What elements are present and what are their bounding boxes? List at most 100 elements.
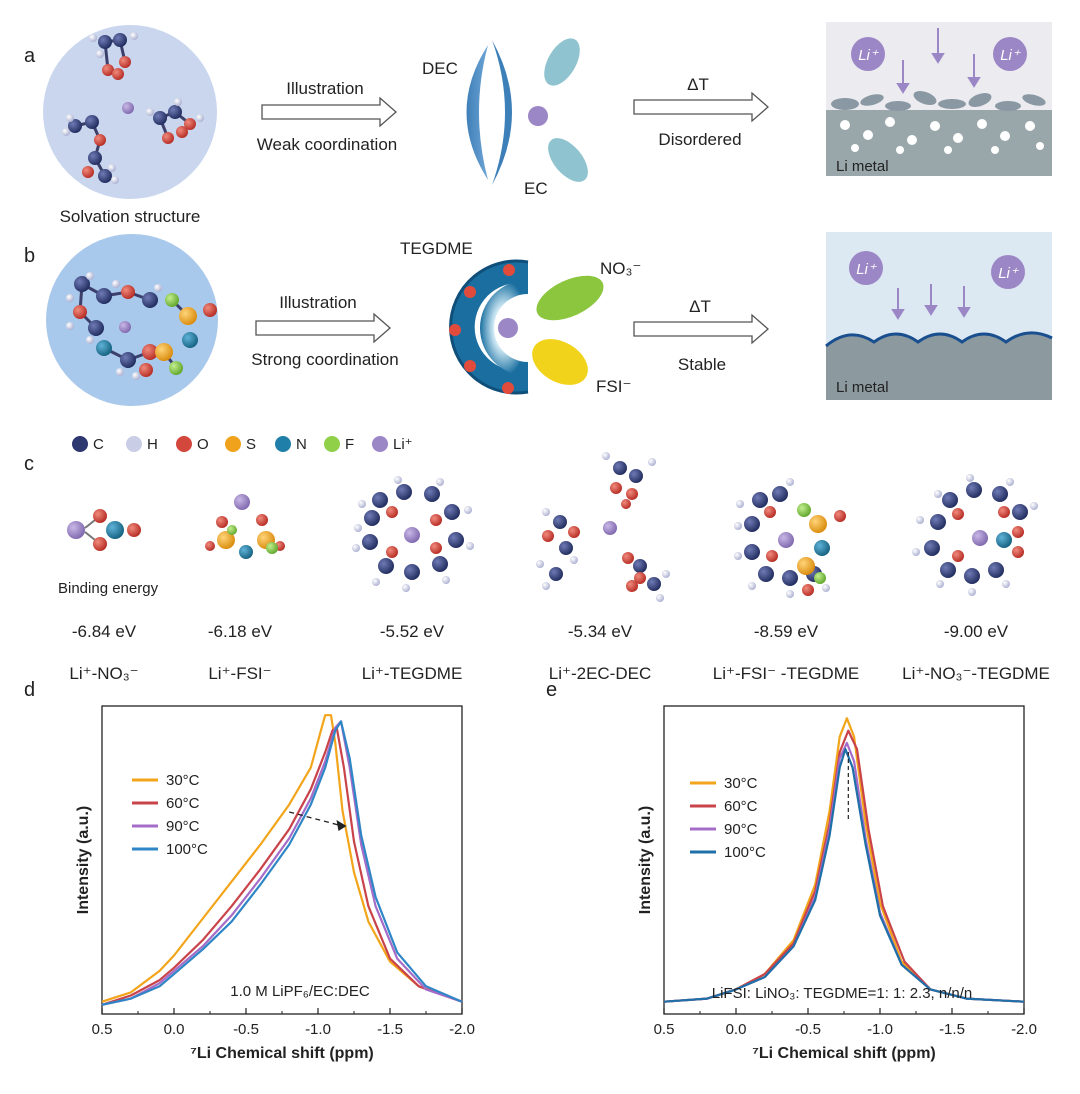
stable-label: Stable	[678, 355, 726, 374]
legend-atom-label-3: S	[246, 436, 256, 453]
fsi-label: FSI⁻	[596, 377, 631, 396]
arrow-a1-top-label: Illustration	[286, 79, 363, 98]
legend-label-3: 100°C	[166, 841, 208, 858]
complex-name-5: Li⁺-NO₃⁻-TEGDME	[902, 664, 1050, 683]
arrow-a1	[261, 96, 397, 128]
chart-d: 0.5 0.0 -0.5 -1.0 -1.5 -2.0 ⁷Li Chemical shift…	[75, 705, 475, 1062]
li-metal-label-a: Li metal	[836, 158, 889, 175]
series-line-3	[101, 720, 463, 1006]
x-tick-label: -0.5	[795, 1021, 821, 1038]
x-axis-title: ⁷Li Chemical shift (ppm)	[752, 1045, 936, 1062]
li-metal-label-b: Li metal	[836, 379, 889, 396]
delta-t-b: ΔT	[689, 297, 711, 316]
complex-name-0: Li⁺-NO₃⁻	[69, 664, 138, 683]
legend-atom-dot-0	[72, 436, 88, 452]
arrow-b2	[633, 313, 769, 345]
plot-frame	[101, 705, 463, 1015]
cluster-li-no3-tegdme	[912, 474, 1038, 596]
legend-atom-label-4: N	[296, 436, 307, 453]
series-line-1	[101, 726, 463, 1006]
series-line-2	[663, 741, 1025, 1003]
panel-label-e: e	[546, 679, 557, 701]
legend-atom-label-6: Li⁺	[393, 436, 413, 453]
binding-energy-value-5: -9.00 eV	[944, 622, 1009, 641]
legend-atom-dot-2	[176, 436, 192, 452]
complex-name-1: Li⁺-FSI⁻	[208, 664, 271, 683]
legend-label-1: 60°C	[166, 795, 200, 812]
x-tick-label: -2.0	[449, 1021, 475, 1038]
ec-label: EC	[524, 179, 548, 198]
shift-arrow	[289, 811, 343, 827]
x-tick-label: 0.5	[654, 1021, 675, 1038]
legend-atom-label-0: C	[93, 436, 104, 453]
li-ion-b-left: Li⁺	[856, 261, 877, 278]
x-tick-label: 0.0	[726, 1021, 747, 1038]
legend-atom-dot-4	[275, 436, 291, 452]
x-tick-label: -2.0	[1011, 1021, 1037, 1038]
legend-atom-dot-3	[225, 436, 241, 452]
legend-label-2: 90°C	[166, 818, 200, 835]
x-tick-label: -1.0	[305, 1021, 331, 1038]
legend-label-1: 60°C	[724, 798, 758, 815]
arrow-b1	[255, 312, 391, 344]
li-ion-a-right: Li⁺	[1000, 47, 1021, 64]
chart-annotation: 1.0 M LiPF₆/EC:DEC	[230, 983, 370, 1000]
legend-label-0: 30°C	[724, 775, 758, 792]
cluster-li-fsi-tegdme	[734, 478, 846, 598]
binding-energy-value-2: -5.52 eV	[380, 622, 445, 641]
legend-atom-dot-5	[324, 436, 340, 452]
arrow-a2	[633, 91, 769, 123]
x-tick-label: -1.5	[377, 1021, 403, 1038]
panel-label-c: c	[24, 453, 34, 475]
no3-label: NO₃⁻	[600, 259, 641, 278]
solvation-sphere-b	[46, 234, 218, 406]
solvation-caption: Solvation structure	[60, 207, 201, 226]
li-metal-disordered-scene	[826, 22, 1052, 176]
panel-label-b: b	[24, 245, 35, 267]
delta-t-a: ΔT	[687, 75, 709, 94]
binding-energy-value-0: -6.84 eV	[72, 622, 137, 641]
legend-atom-label-2: O	[197, 436, 209, 453]
binding-energy-value-3: -5.34 eV	[568, 622, 633, 641]
series-line-1	[663, 729, 1025, 1003]
li-metal-stable-scene	[825, 232, 1053, 400]
arrow-a1-bottom-label: Weak coordination	[257, 135, 398, 154]
chart-e: 0.5 0.0 -0.5 -1.0 -1.5 -2.0 ⁷Li Chemical shift…	[637, 705, 1037, 1062]
y-axis-title: Intensity (a.u.)	[637, 806, 654, 914]
complex-name-3: Li⁺-2EC-DEC	[549, 664, 652, 683]
complex-name-2: Li⁺-TEGDME	[362, 664, 463, 683]
arrow-b1-top-label: Illustration	[279, 293, 356, 312]
cluster-li-tegdme	[352, 476, 474, 592]
binding-energy-label: Binding energy	[58, 580, 159, 597]
cluster-li-fsi	[205, 494, 285, 559]
series-line-0	[663, 717, 1025, 1003]
binding-energy-value-4: -8.59 eV	[754, 622, 819, 641]
legend-atom-dot-6	[372, 436, 388, 452]
atom-legend: C H O S N F Li⁺	[72, 436, 413, 453]
arrow-b1-bottom-label: Strong coordination	[251, 350, 398, 369]
tegdme-label: TEGDME	[400, 239, 473, 258]
cluster-li-2ec-dec	[536, 452, 670, 602]
x-tick-label: -0.5	[233, 1021, 259, 1038]
legend-label-3: 100°C	[724, 844, 766, 861]
complex-name-4: Li⁺-FSI⁻ -TEGDME	[713, 664, 859, 683]
weak-coordination-illustration	[466, 38, 588, 185]
binding-energy-value-1: -6.18 eV	[208, 622, 273, 641]
series-line-0	[101, 714, 463, 1003]
legend-atom-label-5: F	[345, 436, 354, 453]
li-ion-a-left: Li⁺	[858, 47, 879, 64]
li-ion-b-right: Li⁺	[998, 265, 1019, 282]
x-tick-label: -1.5	[939, 1021, 965, 1038]
panel-label-d: d	[24, 679, 35, 701]
x-axis-title: ⁷Li Chemical shift (ppm)	[190, 1045, 374, 1062]
strong-coordination-illustration	[449, 259, 604, 395]
disordered-label: Disordered	[658, 130, 741, 149]
x-tick-label: 0.0	[164, 1021, 185, 1038]
shift-arrowhead	[336, 820, 347, 831]
legend-atom-label-1: H	[147, 436, 158, 453]
binding-energy-list: -6.84 eV Li⁺-NO₃⁻ -6.18 eV Li⁺-FSI⁻ -5.52 eV…	[69, 622, 1049, 683]
cluster-li-no3	[67, 509, 141, 551]
dec-label: DEC	[422, 59, 458, 78]
chart-annotation: LiFSI: LiNO₃: TEGDME=1: 1: 2.3, n/n/n	[712, 985, 973, 1002]
